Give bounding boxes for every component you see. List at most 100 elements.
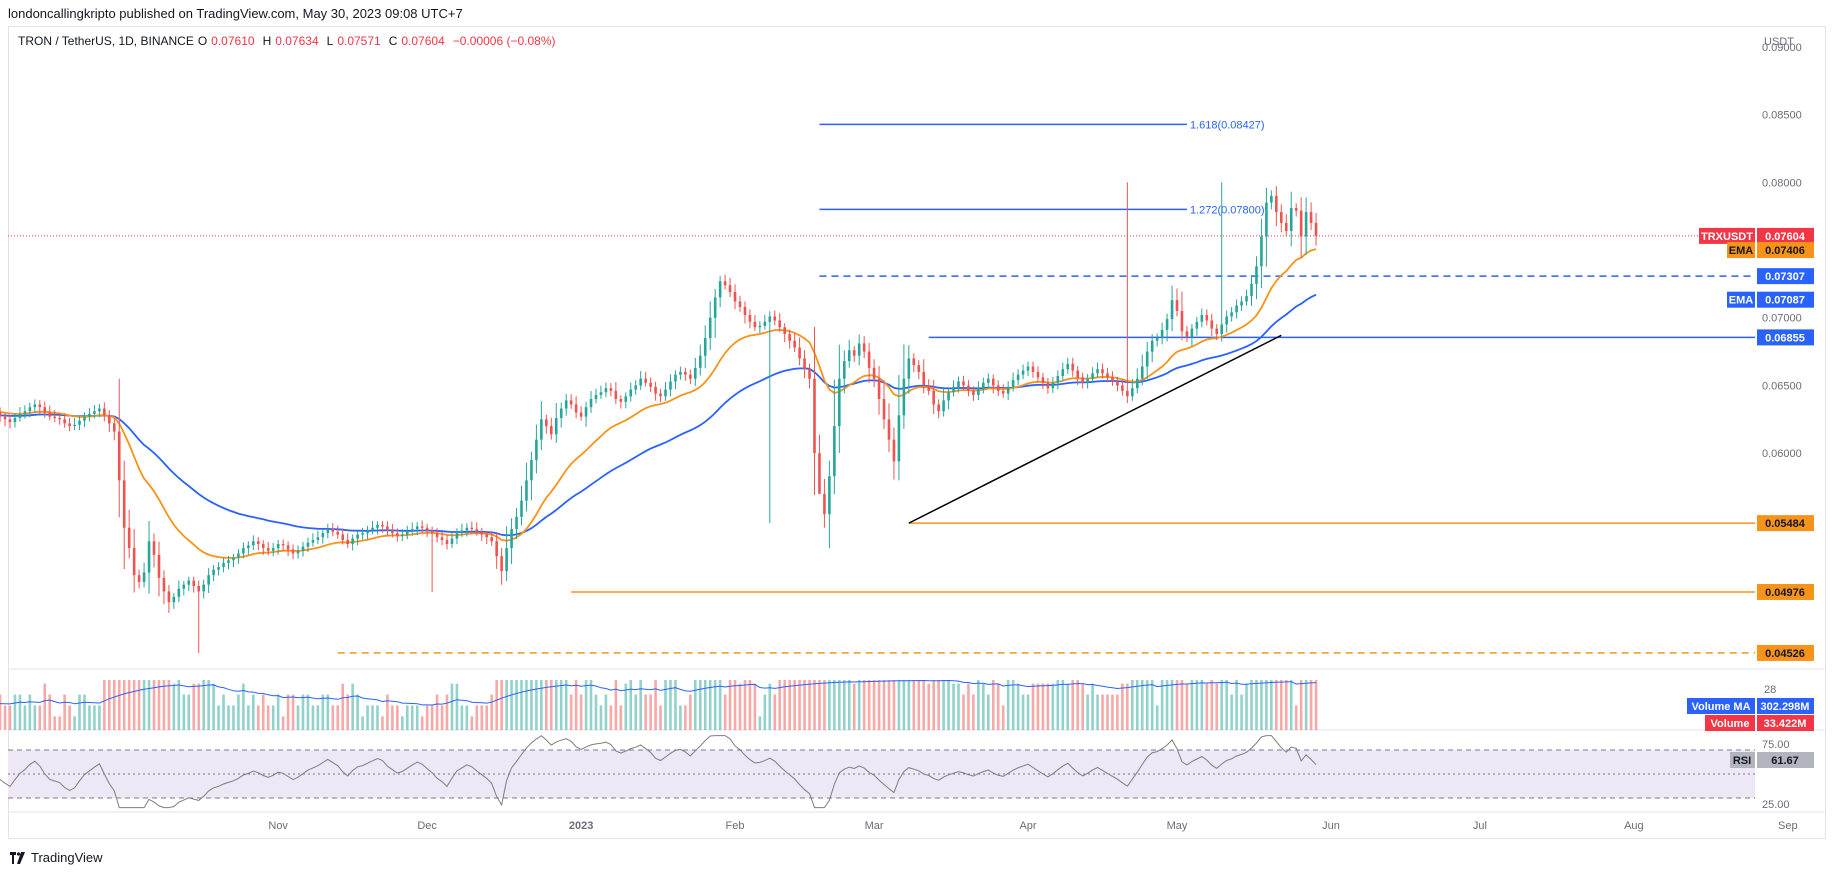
candle-body [798, 347, 801, 359]
candle-body [1135, 378, 1139, 389]
volume-bar [728, 680, 732, 730]
volume-bar [842, 680, 846, 730]
candle-body [574, 404, 578, 413]
volume-bar [803, 680, 806, 730]
candle [117, 378, 121, 518]
volume-bar [33, 705, 37, 730]
candle-body [857, 343, 861, 356]
candle [589, 391, 593, 413]
candle-body [564, 400, 568, 409]
candle [1309, 202, 1313, 231]
candle [43, 401, 47, 418]
candle [644, 371, 647, 387]
candle-body [132, 548, 136, 576]
volume-bar [401, 716, 404, 730]
volume-bar [758, 716, 762, 730]
volume-bar [698, 680, 702, 730]
candle [232, 553, 235, 568]
candle [1235, 299, 1238, 319]
candle-body [1116, 381, 1119, 386]
candle [738, 295, 742, 312]
candle-body [525, 480, 528, 501]
candle [316, 530, 320, 545]
candle-body [892, 439, 896, 462]
candle [445, 534, 449, 550]
rsi-tick-label: 75.00 [1762, 739, 1790, 751]
candle-body [803, 358, 806, 370]
footer-brand[interactable]: TradingView [10, 850, 103, 865]
candle-body [1001, 390, 1005, 394]
candle [103, 402, 106, 422]
volume-bar [1031, 683, 1035, 730]
candle [689, 369, 692, 385]
candle [842, 350, 846, 394]
candle-body [753, 321, 757, 328]
candle-body [912, 358, 916, 366]
candle [629, 382, 633, 402]
candle-body [162, 577, 166, 592]
candle [1011, 372, 1015, 392]
candle-body [112, 423, 116, 432]
candle-body [276, 544, 280, 549]
candle-body [842, 361, 846, 379]
candle [1135, 368, 1139, 394]
volume-bar [1299, 680, 1303, 730]
candle-body [659, 393, 662, 397]
candle [63, 413, 66, 428]
ema-slow-name: EMA [1729, 295, 1754, 307]
candle-body [520, 500, 523, 517]
candle-body [902, 378, 906, 416]
volume-bar [1250, 680, 1253, 730]
volume-bar [346, 694, 349, 730]
volume-bar [351, 683, 354, 730]
volume-bar [584, 680, 588, 730]
candle [763, 314, 767, 330]
volume-bar [376, 705, 379, 730]
volume-bar [1041, 683, 1045, 730]
candle-body [1145, 351, 1149, 367]
change-value: −0.00006 (−0.08%) [452, 34, 556, 48]
candle-body [1289, 208, 1293, 232]
candle-body [758, 325, 762, 328]
candle [78, 415, 81, 431]
candle-body [0, 412, 2, 417]
candle-body [341, 534, 345, 540]
volume-bar [1016, 683, 1020, 730]
level-price-label: 0.04526 [1765, 648, 1805, 660]
candle [1051, 377, 1055, 394]
candle [996, 380, 1000, 397]
candle-body [247, 545, 250, 549]
volume-bar [753, 683, 757, 730]
volume-bar [108, 680, 111, 730]
low-value: 0.07571 [337, 34, 381, 48]
volume-bar [58, 716, 61, 730]
candle-body [982, 382, 985, 389]
candle-body [828, 476, 831, 515]
candle-body [674, 374, 677, 382]
candle [351, 534, 354, 551]
candle-body [1026, 366, 1030, 371]
volume-bar [634, 694, 638, 730]
candle-body [723, 281, 727, 286]
symbol-name[interactable]: TRON / TetherUS, 1D, BINANCE [18, 34, 194, 48]
candle-body [619, 399, 623, 402]
fib-level-label: 1.618(0.08427) [1190, 119, 1265, 131]
volume-bar [1036, 683, 1040, 730]
candle-body [440, 537, 444, 540]
candle [957, 376, 960, 393]
candle-body [977, 388, 980, 395]
candle [987, 373, 990, 389]
volume-bar [659, 705, 662, 730]
candle [1106, 367, 1109, 383]
candle-body [629, 389, 633, 397]
candle [932, 380, 935, 414]
candle-body [207, 575, 210, 585]
volume-bar [420, 716, 424, 730]
candle-body [291, 549, 295, 554]
high-label: H [262, 34, 272, 48]
candle-body [793, 340, 796, 348]
volume-bar [440, 705, 444, 730]
candle [381, 520, 384, 533]
